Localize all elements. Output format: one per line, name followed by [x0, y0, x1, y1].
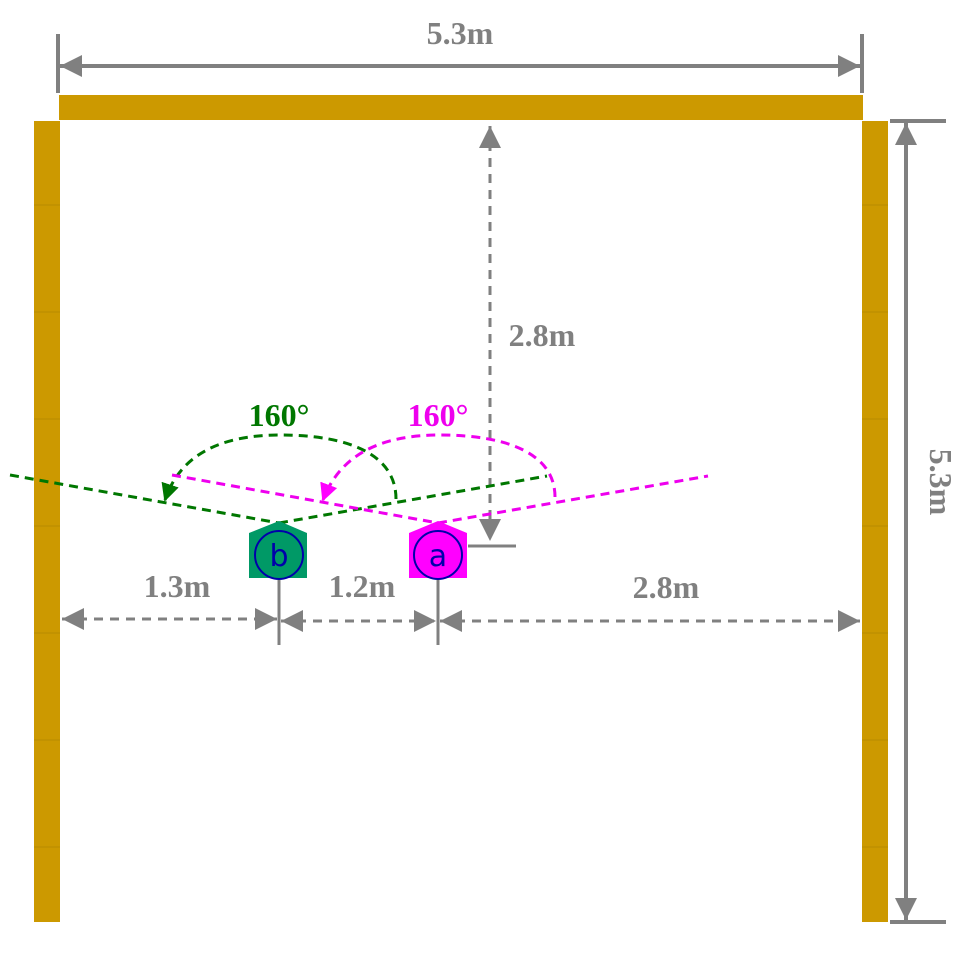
sensor-a-fov-label: 160°	[408, 397, 469, 433]
left-wall	[34, 121, 60, 922]
sensor-b: b	[249, 521, 307, 580]
sensor-b-fov-lines	[9, 433, 548, 525]
top-wall	[59, 95, 863, 120]
right-height-label: 5.3m	[923, 449, 959, 516]
right-wall	[862, 121, 888, 922]
sensor-b-fov-label: 160°	[249, 397, 310, 433]
sensor-to-wall-dimension	[468, 126, 516, 548]
sensor-a-letter-circle	[413, 530, 463, 580]
sensor-gap-label: 1.2m	[329, 568, 396, 604]
sensor-to-wall-label: 2.8m	[509, 317, 576, 353]
top-width-dimension	[56, 34, 864, 93]
top-width-label: 5.3m	[427, 15, 494, 51]
left-gap-label: 1.3m	[144, 568, 211, 604]
wall-segment-lines	[34, 204, 888, 848]
horizontal-dimensions	[62, 580, 860, 645]
sensor-a: a	[409, 521, 467, 580]
right-gap-label: 2.8m	[633, 569, 700, 605]
sensor-a-letter: a	[429, 539, 447, 574]
sensor-a-fov-lines	[171, 433, 709, 525]
sensor-b-letter: b	[269, 539, 288, 574]
right-height-dimension	[890, 119, 946, 924]
sensor-b-letter-circle	[254, 530, 304, 580]
